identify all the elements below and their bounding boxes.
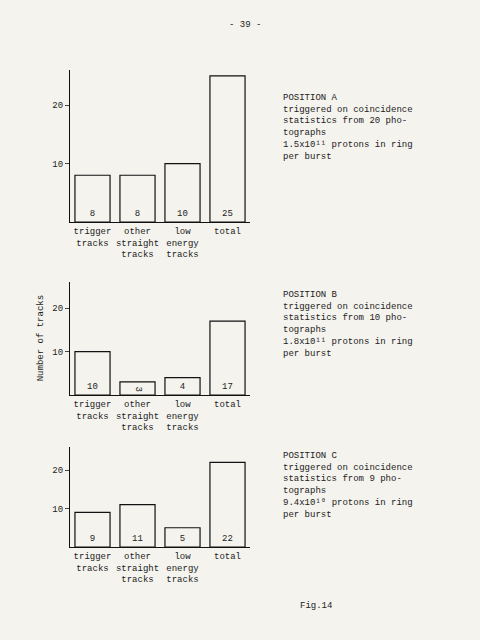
svg-text:8: 8 [135, 209, 140, 219]
svg-text:triggertracks: triggertracks [74, 552, 112, 574]
svg-text:triggertracks: triggertracks [74, 227, 112, 249]
svg-text:lowenergytracks: lowenergytracks [166, 552, 199, 585]
svg-text:total: total [214, 227, 241, 237]
svg-text:Number of tracks: Number of tracks [36, 295, 46, 381]
svg-text:4: 4 [180, 382, 185, 392]
svg-text:otherstraighttracks: otherstraighttracks [116, 227, 159, 260]
svg-text:9: 9 [90, 534, 95, 544]
svg-text:lowenergytracks: lowenergytracks [166, 227, 199, 260]
svg-text:total: total [214, 552, 241, 562]
svg-text:20: 20 [52, 304, 63, 314]
svg-text:Fig.14: Fig.14 [300, 601, 332, 611]
svg-text:5: 5 [180, 534, 185, 544]
svg-text:lowenergytracks: lowenergytracks [166, 400, 199, 433]
svg-text:- 39 -: - 39 - [229, 20, 261, 30]
svg-text:10: 10 [177, 209, 188, 219]
svg-text:10: 10 [52, 160, 63, 170]
svg-text:otherstraighttracks: otherstraighttracks [116, 400, 159, 433]
svg-text:10: 10 [52, 505, 63, 515]
svg-text:25: 25 [222, 209, 233, 219]
svg-text:triggertracks: triggertracks [74, 400, 112, 422]
svg-text:POSITION Atriggered on coincid: POSITION Atriggered on coincidencestatis… [283, 93, 413, 162]
svg-text:17: 17 [222, 382, 233, 392]
svg-text:8: 8 [90, 209, 95, 219]
svg-text:20: 20 [52, 466, 63, 476]
svg-text:total: total [214, 400, 241, 410]
svg-text:3: 3 [133, 387, 143, 392]
svg-text:otherstraighttracks: otherstraighttracks [116, 552, 159, 585]
svg-text:POSITION Ctriggered on coincid: POSITION Ctriggered on coincidencestatis… [283, 451, 413, 520]
svg-text:10: 10 [52, 348, 63, 358]
svg-text:10: 10 [87, 382, 98, 392]
svg-text:11: 11 [132, 534, 143, 544]
svg-text:22: 22 [222, 534, 233, 544]
svg-text:POSITION Btriggered on coincid: POSITION Btriggered on coincidencestatis… [283, 290, 413, 359]
svg-text:20: 20 [52, 101, 63, 111]
